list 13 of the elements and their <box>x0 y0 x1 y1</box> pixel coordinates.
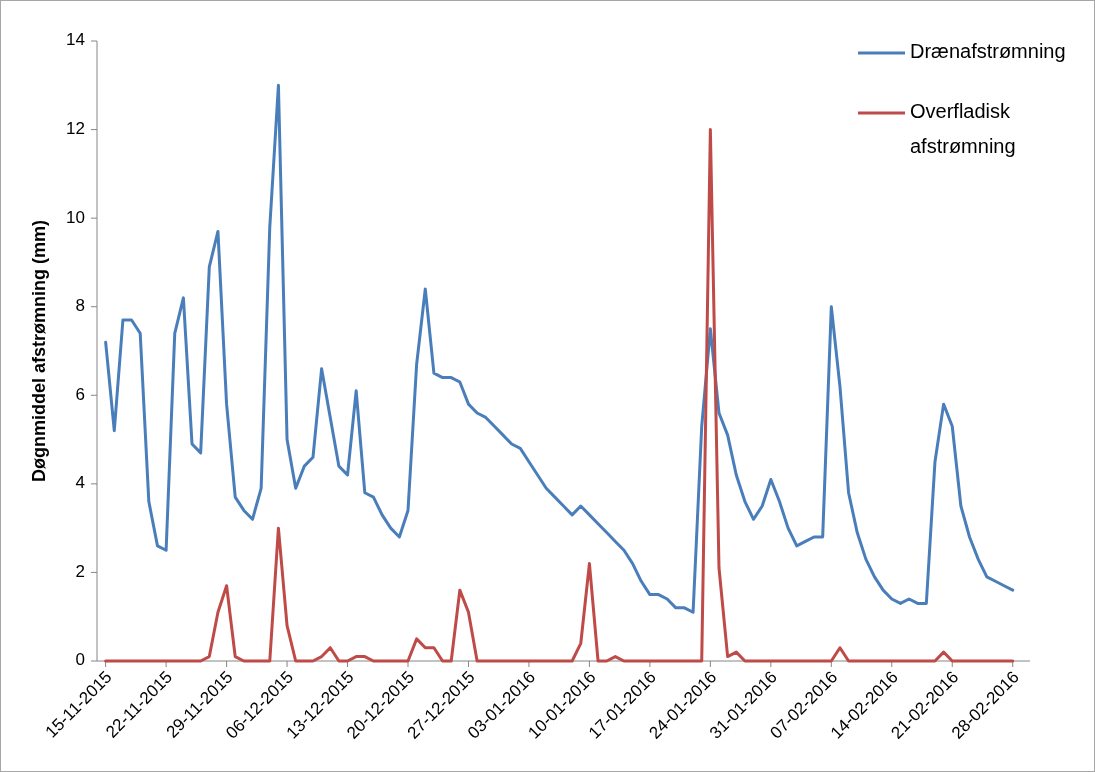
line-series <box>104 128 1015 663</box>
y-tick-label: 2 <box>75 561 85 581</box>
y-axis-title: Døgnmiddel afstrømning (mm) <box>28 220 49 482</box>
y-tick-label: 8 <box>75 296 85 316</box>
line-series <box>104 83 1015 614</box>
y-tick-label: 14 <box>66 30 85 50</box>
y-tick-label: 4 <box>75 473 85 493</box>
y-tick-label: 6 <box>75 384 85 404</box>
y-tick-label: 10 <box>66 207 85 227</box>
legend-label: Drænafstrømning <box>910 40 1066 63</box>
y-tick-label: 0 <box>75 650 85 670</box>
legend-label: Overfladisk afstrømning <box>910 100 1016 158</box>
y-tick-label: 12 <box>66 119 85 139</box>
